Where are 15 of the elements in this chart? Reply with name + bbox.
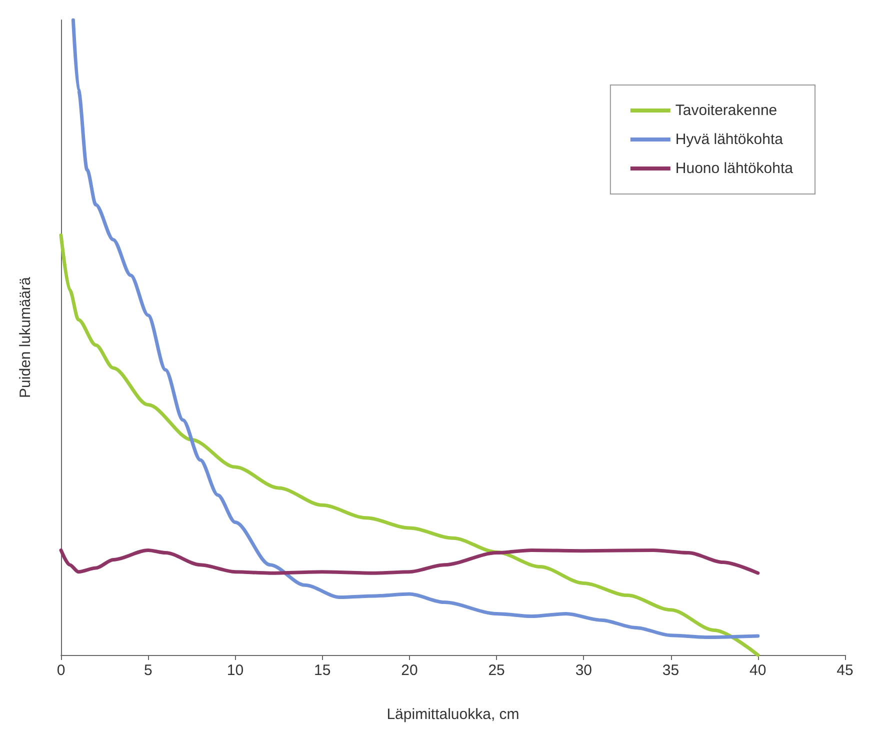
x-tick-label: 35 bbox=[662, 662, 680, 679]
x-tick-label: 20 bbox=[401, 662, 418, 679]
x-tick-label: 25 bbox=[488, 662, 505, 679]
x-tick-label: 45 bbox=[836, 662, 854, 679]
x-tick-label: 40 bbox=[750, 662, 766, 679]
x-tick-label: 15 bbox=[314, 662, 331, 679]
x-tick-label: 0 bbox=[56, 662, 66, 679]
x-tick-label: 30 bbox=[575, 662, 592, 679]
legend-label: Hyvä lähtökohta bbox=[675, 131, 784, 148]
legend-label: Tavoiterakenne bbox=[675, 102, 778, 119]
x-tick-label: 5 bbox=[144, 662, 152, 679]
x-axis-title: Läpimittaluokka, cm bbox=[386, 706, 520, 723]
legend-label: Huono lähtökohta bbox=[675, 160, 794, 177]
y-axis-title: Puiden lukumäärä bbox=[17, 276, 34, 398]
x-tick-label: 10 bbox=[226, 662, 244, 679]
